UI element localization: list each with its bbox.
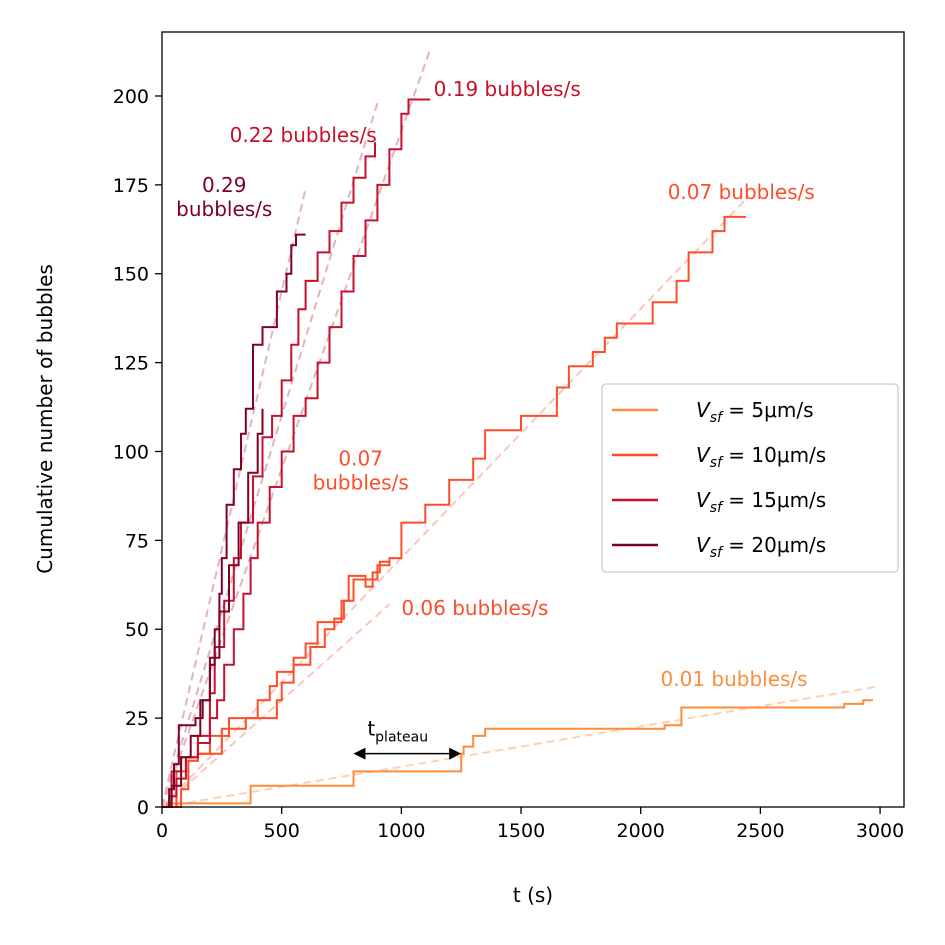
- fit-line-1: [161, 198, 747, 808]
- series-line-6: [162, 408, 264, 808]
- y-tick-label-0: 0: [137, 797, 149, 819]
- x-tick-label-2: 1000: [377, 820, 425, 842]
- x-tick-label-1: 500: [264, 820, 300, 842]
- legend-label-0: Vsf = 5μm/s: [696, 398, 813, 426]
- rate-label-6: 0.01 bubbles/s: [661, 667, 808, 691]
- rate-label-1: 0.22 bubbles/s: [230, 123, 377, 147]
- x-axis-label: t (s): [513, 883, 553, 907]
- series-line-0: [162, 699, 873, 808]
- rate-label-2: 0.29 bubbles/s: [176, 173, 272, 221]
- x-tick-label-3: 1500: [497, 820, 545, 842]
- rate-label-5: 0.06 bubbles/s: [401, 596, 548, 620]
- axes: 0 500 1000 1500 2000 2500 3000 0 25 50 75 100 125 150…: [113, 86, 905, 842]
- plateau-arrow-left-head: [353, 747, 366, 760]
- y-tick-label-6: 150: [113, 264, 149, 286]
- rate-label-4: 0.07 bubbles/s: [313, 447, 409, 495]
- x-tick-label-4: 2000: [617, 820, 665, 842]
- series-line-1: [162, 215, 746, 808]
- y-tick-label-5: 125: [113, 353, 149, 375]
- legend: Vsf = 5μm/s Vsf = 10μm/s Vsf = 15μm/s Vsf =…: [601, 383, 899, 573]
- data-series: [162, 98, 873, 808]
- fit-line-2: [161, 603, 391, 808]
- series-line-5: [162, 233, 306, 808]
- y-tick-label-3: 75: [125, 530, 149, 552]
- annotations: 0.19 bubbles/s 0.22 bubbles/s 0.29 bubbles/…: [176, 77, 815, 760]
- y-tick-label-8: 200: [113, 86, 149, 108]
- plateau-arrow-right-head: [449, 747, 462, 760]
- y-tick-label-4: 100: [113, 441, 149, 463]
- rate-label-0: 0.19 bubbles/s: [434, 77, 581, 101]
- legend-label-2: Vsf = 15μm/s: [696, 488, 826, 516]
- y-tick-label-1: 25: [125, 708, 149, 730]
- y-tick-label-7: 175: [113, 175, 149, 197]
- plateau-label: tplateau: [367, 717, 428, 746]
- y-tick-label-2: 50: [125, 619, 149, 641]
- x-tick-label-6: 3000: [856, 820, 904, 842]
- series-line-4: [162, 98, 431, 808]
- y-axis-label: Cumulative number of bubbles: [33, 264, 57, 574]
- fit-line-4: [161, 49, 432, 808]
- x-tick-label-5: 2500: [736, 820, 784, 842]
- fit-line-0: [161, 685, 881, 808]
- x-tick-label-0: 0: [156, 820, 168, 842]
- legend-label-1: Vsf = 10μm/s: [696, 443, 826, 471]
- rate-label-3: 0.07 bubbles/s: [668, 180, 815, 204]
- legend-label-3: Vsf = 20μm/s: [696, 533, 826, 561]
- legend-box: [601, 383, 899, 573]
- plot-frame: [161, 31, 905, 808]
